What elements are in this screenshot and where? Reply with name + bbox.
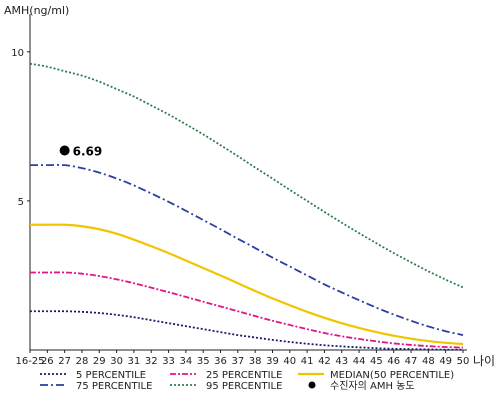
series-line-95-percentile: [29, 62, 464, 289]
x-tick-label: 36: [214, 356, 227, 367]
legend-label-5-percentile: 5 PERCENTILE: [76, 370, 146, 381]
legend-label-75-percentile: 75 PERCENTILE: [76, 381, 152, 392]
x-tick-label: 46: [387, 356, 400, 367]
x-tick-label: 31: [128, 356, 141, 367]
x-tick-label: 39: [266, 356, 279, 367]
y-tick-label: 5: [18, 197, 24, 208]
legend-swatch-patient: [308, 381, 316, 389]
x-tick-label: 29: [93, 356, 106, 367]
patient-amh-value-label: 6.69: [73, 145, 103, 159]
series-layer: [29, 62, 464, 351]
legend-label-95-percentile: 95 PERCENTILE: [206, 381, 282, 392]
legend-label-patient: 수진자의 AMH 농도: [330, 380, 415, 392]
x-axis-title: 나이: [473, 354, 495, 368]
y-tick-label: 10: [11, 48, 24, 59]
x-tick-label: 40: [283, 356, 296, 367]
legend: 5 PERCENTILE 25 PERCENTILE MEDIAN(50 PERCE…: [40, 370, 454, 392]
x-tick-label: 16-25: [15, 356, 44, 367]
series-line-75-percentile: [29, 164, 464, 336]
series-line-5-percentile: [29, 310, 464, 351]
series-line-25-percentile: [29, 271, 464, 349]
x-tick-label: 33: [162, 356, 175, 367]
x-tick-label: 42: [318, 356, 331, 367]
x-tick-label: 38: [249, 356, 262, 367]
x-tick-label: 41: [301, 356, 314, 367]
x-tick-label: 27: [58, 356, 71, 367]
x-tick-label: 26: [41, 356, 54, 367]
x-tick-label: 37: [231, 356, 244, 367]
x-tick-label: 28: [76, 356, 89, 367]
x-tick-label: 43: [335, 356, 348, 367]
x-tick-label: 49: [439, 356, 452, 367]
x-tick-label: 47: [405, 356, 418, 367]
x-tick-label: 32: [145, 356, 158, 367]
x-tick-label: 34: [180, 356, 193, 367]
x-tick-label: 35: [197, 356, 210, 367]
y-axis-title: AMH(ng/ml): [4, 4, 69, 17]
patient-point-layer: 6.69: [59, 145, 103, 159]
x-tick-label: 44: [353, 356, 366, 367]
x-tick-label: 30: [110, 356, 123, 367]
x-tick-label: 45: [370, 356, 383, 367]
x-tick-label: 50: [457, 356, 470, 367]
patient-amh-point: [59, 145, 70, 156]
legend-label-25-percentile: 25 PERCENTILE: [206, 370, 282, 381]
x-tick-label: 48: [422, 356, 435, 367]
series-line-median-50-percentile: [30, 223, 464, 346]
legend-label-median-50-percentile: MEDIAN(50 PERCENTILE): [330, 370, 454, 381]
